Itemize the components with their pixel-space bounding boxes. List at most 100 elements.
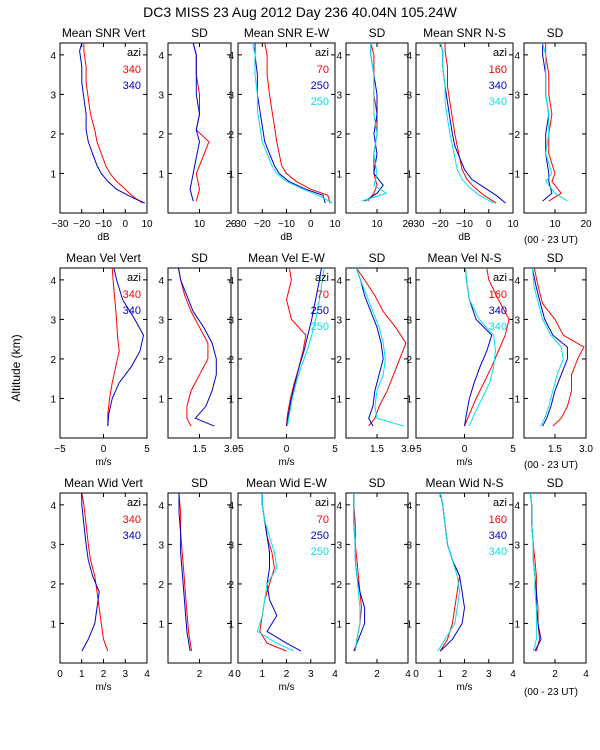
y-tick-label: 1: [514, 169, 520, 180]
y-tick-label: 4: [336, 51, 342, 62]
series-line-250: [361, 43, 388, 202]
legend-entry: 340: [123, 530, 141, 542]
legend-title: azi: [127, 272, 141, 284]
y-tick-label: 3: [336, 90, 342, 101]
y-tick-label: 2: [228, 355, 234, 366]
panel-2-1: SD 1 2 3 4 2 4: [158, 476, 234, 680]
x-tick-label: −20: [432, 219, 449, 230]
y-tick-label: 2: [514, 355, 520, 366]
legend-title: azi: [127, 497, 141, 509]
x-tick-label: 4: [510, 669, 516, 680]
legend-title: azi: [315, 47, 329, 59]
series-line-250: [287, 267, 325, 427]
y-tick-label: 4: [406, 276, 412, 287]
legend-entry: 340: [489, 80, 507, 92]
legend-entry: 250: [311, 321, 329, 333]
legend-entry: 340: [123, 80, 141, 92]
legend-entry: 340: [123, 64, 141, 76]
y-tick-label: 1: [336, 619, 342, 630]
x-tick-label: 0: [122, 219, 128, 230]
y-tick-label: 2: [50, 130, 56, 141]
panel-0-4: Mean SNR N-S 1 2 3 4 −30 −20 −10 0 10 dB azi 160 340 3…: [406, 26, 519, 243]
panel-title: SD: [369, 476, 386, 490]
y-tick-label: 1: [158, 169, 164, 180]
series-line-250: [252, 42, 333, 204]
y-tick-label: 3: [336, 315, 342, 326]
x-tick-label: 4: [332, 669, 338, 680]
series-line-160: [533, 267, 585, 427]
legend-entry: 250: [311, 530, 329, 542]
x-tick-label: 2: [197, 669, 203, 680]
series-line-250: [254, 43, 326, 204]
panel-title: Mean Wid N-S: [425, 476, 503, 490]
y-tick-label: 1: [50, 394, 56, 405]
time-range-label-row-3: (00 - 23 UT): [524, 687, 578, 698]
series-line-340: [178, 492, 193, 652]
x-tick-label: 20: [225, 219, 237, 230]
y-tick-label: 3: [514, 90, 520, 101]
y-tick-label: 1: [336, 394, 342, 405]
y-tick-label: 2: [158, 580, 164, 591]
legend-entry: 340: [123, 305, 141, 317]
legend-entry: 160: [489, 514, 507, 526]
series-line-340: [79, 42, 146, 204]
y-tick-label: 3: [514, 540, 520, 551]
x-tick-label: 2: [462, 669, 468, 680]
x-tick-label: 4: [583, 669, 589, 680]
series-line-340: [439, 42, 494, 204]
y-tick-label: 4: [228, 501, 234, 512]
legend-entry: 70: [317, 64, 329, 76]
y-tick-label: 3: [406, 540, 412, 551]
x-tick-label: 1.5: [193, 444, 207, 455]
panel-title: SD: [369, 26, 386, 40]
x-tick-label: 4: [228, 669, 234, 680]
series-line-250: [355, 267, 384, 427]
x-tick-label: 2: [374, 669, 380, 680]
y-tick-label: 1: [158, 619, 164, 630]
y-tick-label: 2: [228, 580, 234, 591]
panel-0-1: SD 1 2 3 4 10 20: [158, 26, 237, 230]
panel-frame: [523, 492, 587, 664]
y-tick-label: 1: [406, 169, 412, 180]
series-line-340: [192, 42, 210, 202]
x-tick-label: 0: [57, 669, 63, 680]
x-tick-label: 10: [371, 219, 383, 230]
y-tick-label: 3: [50, 315, 56, 326]
y-tick-label: 4: [50, 501, 56, 512]
series-line-340: [542, 43, 553, 202]
series-line-340: [189, 42, 201, 202]
y-tick-label: 4: [158, 501, 164, 512]
y-tick-label: 3: [50, 90, 56, 101]
y-tick-label: 4: [514, 51, 520, 62]
x-axis-label: m/s: [278, 682, 294, 693]
series-line-70: [353, 493, 363, 652]
x-tick-label: 10: [329, 219, 341, 230]
y-tick-label: 2: [514, 130, 520, 141]
x-tick-label: 2: [284, 669, 290, 680]
x-tick-label: −30: [230, 219, 247, 230]
y-tick-label: 3: [228, 90, 234, 101]
x-tick-label: 4: [144, 669, 150, 680]
legend-title: azi: [493, 272, 507, 284]
x-tick-label: 10: [194, 219, 206, 230]
y-tick-label: 2: [158, 355, 164, 366]
y-tick-label: 2: [50, 580, 56, 591]
panel-title: SD: [191, 26, 208, 40]
series-line-70: [264, 42, 331, 204]
legend-title: azi: [315, 272, 329, 284]
y-tick-label: 3: [406, 90, 412, 101]
y-tick-label: 3: [228, 315, 234, 326]
panel-1-2: Mean Vel E-W 1 2 3 4 −5 0 5 m/s azi 70 250 250: [228, 251, 338, 468]
x-tick-label: 1: [79, 669, 85, 680]
x-axis-label: dB: [280, 232, 293, 243]
legend-title: azi: [127, 47, 141, 59]
x-tick-label: 4: [405, 669, 411, 680]
panel-frame: [523, 42, 587, 214]
legend-entry: 70: [317, 514, 329, 526]
legend-entry: 160: [489, 289, 507, 301]
x-tick-label: 1: [437, 669, 443, 680]
x-tick-label: 1.5: [548, 444, 562, 455]
y-tick-label: 1: [228, 169, 234, 180]
